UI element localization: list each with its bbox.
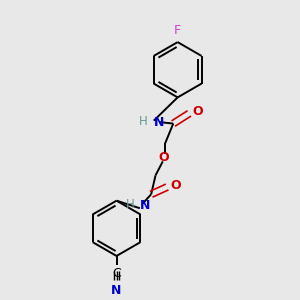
Text: O: O xyxy=(193,105,203,118)
Text: H: H xyxy=(139,115,148,128)
Text: F: F xyxy=(174,24,181,37)
Text: H: H xyxy=(126,198,135,211)
Text: C: C xyxy=(112,267,121,280)
Text: N: N xyxy=(140,199,150,212)
Text: N: N xyxy=(154,116,164,129)
Text: O: O xyxy=(171,179,181,192)
Text: O: O xyxy=(158,151,169,164)
Text: N: N xyxy=(111,284,122,297)
